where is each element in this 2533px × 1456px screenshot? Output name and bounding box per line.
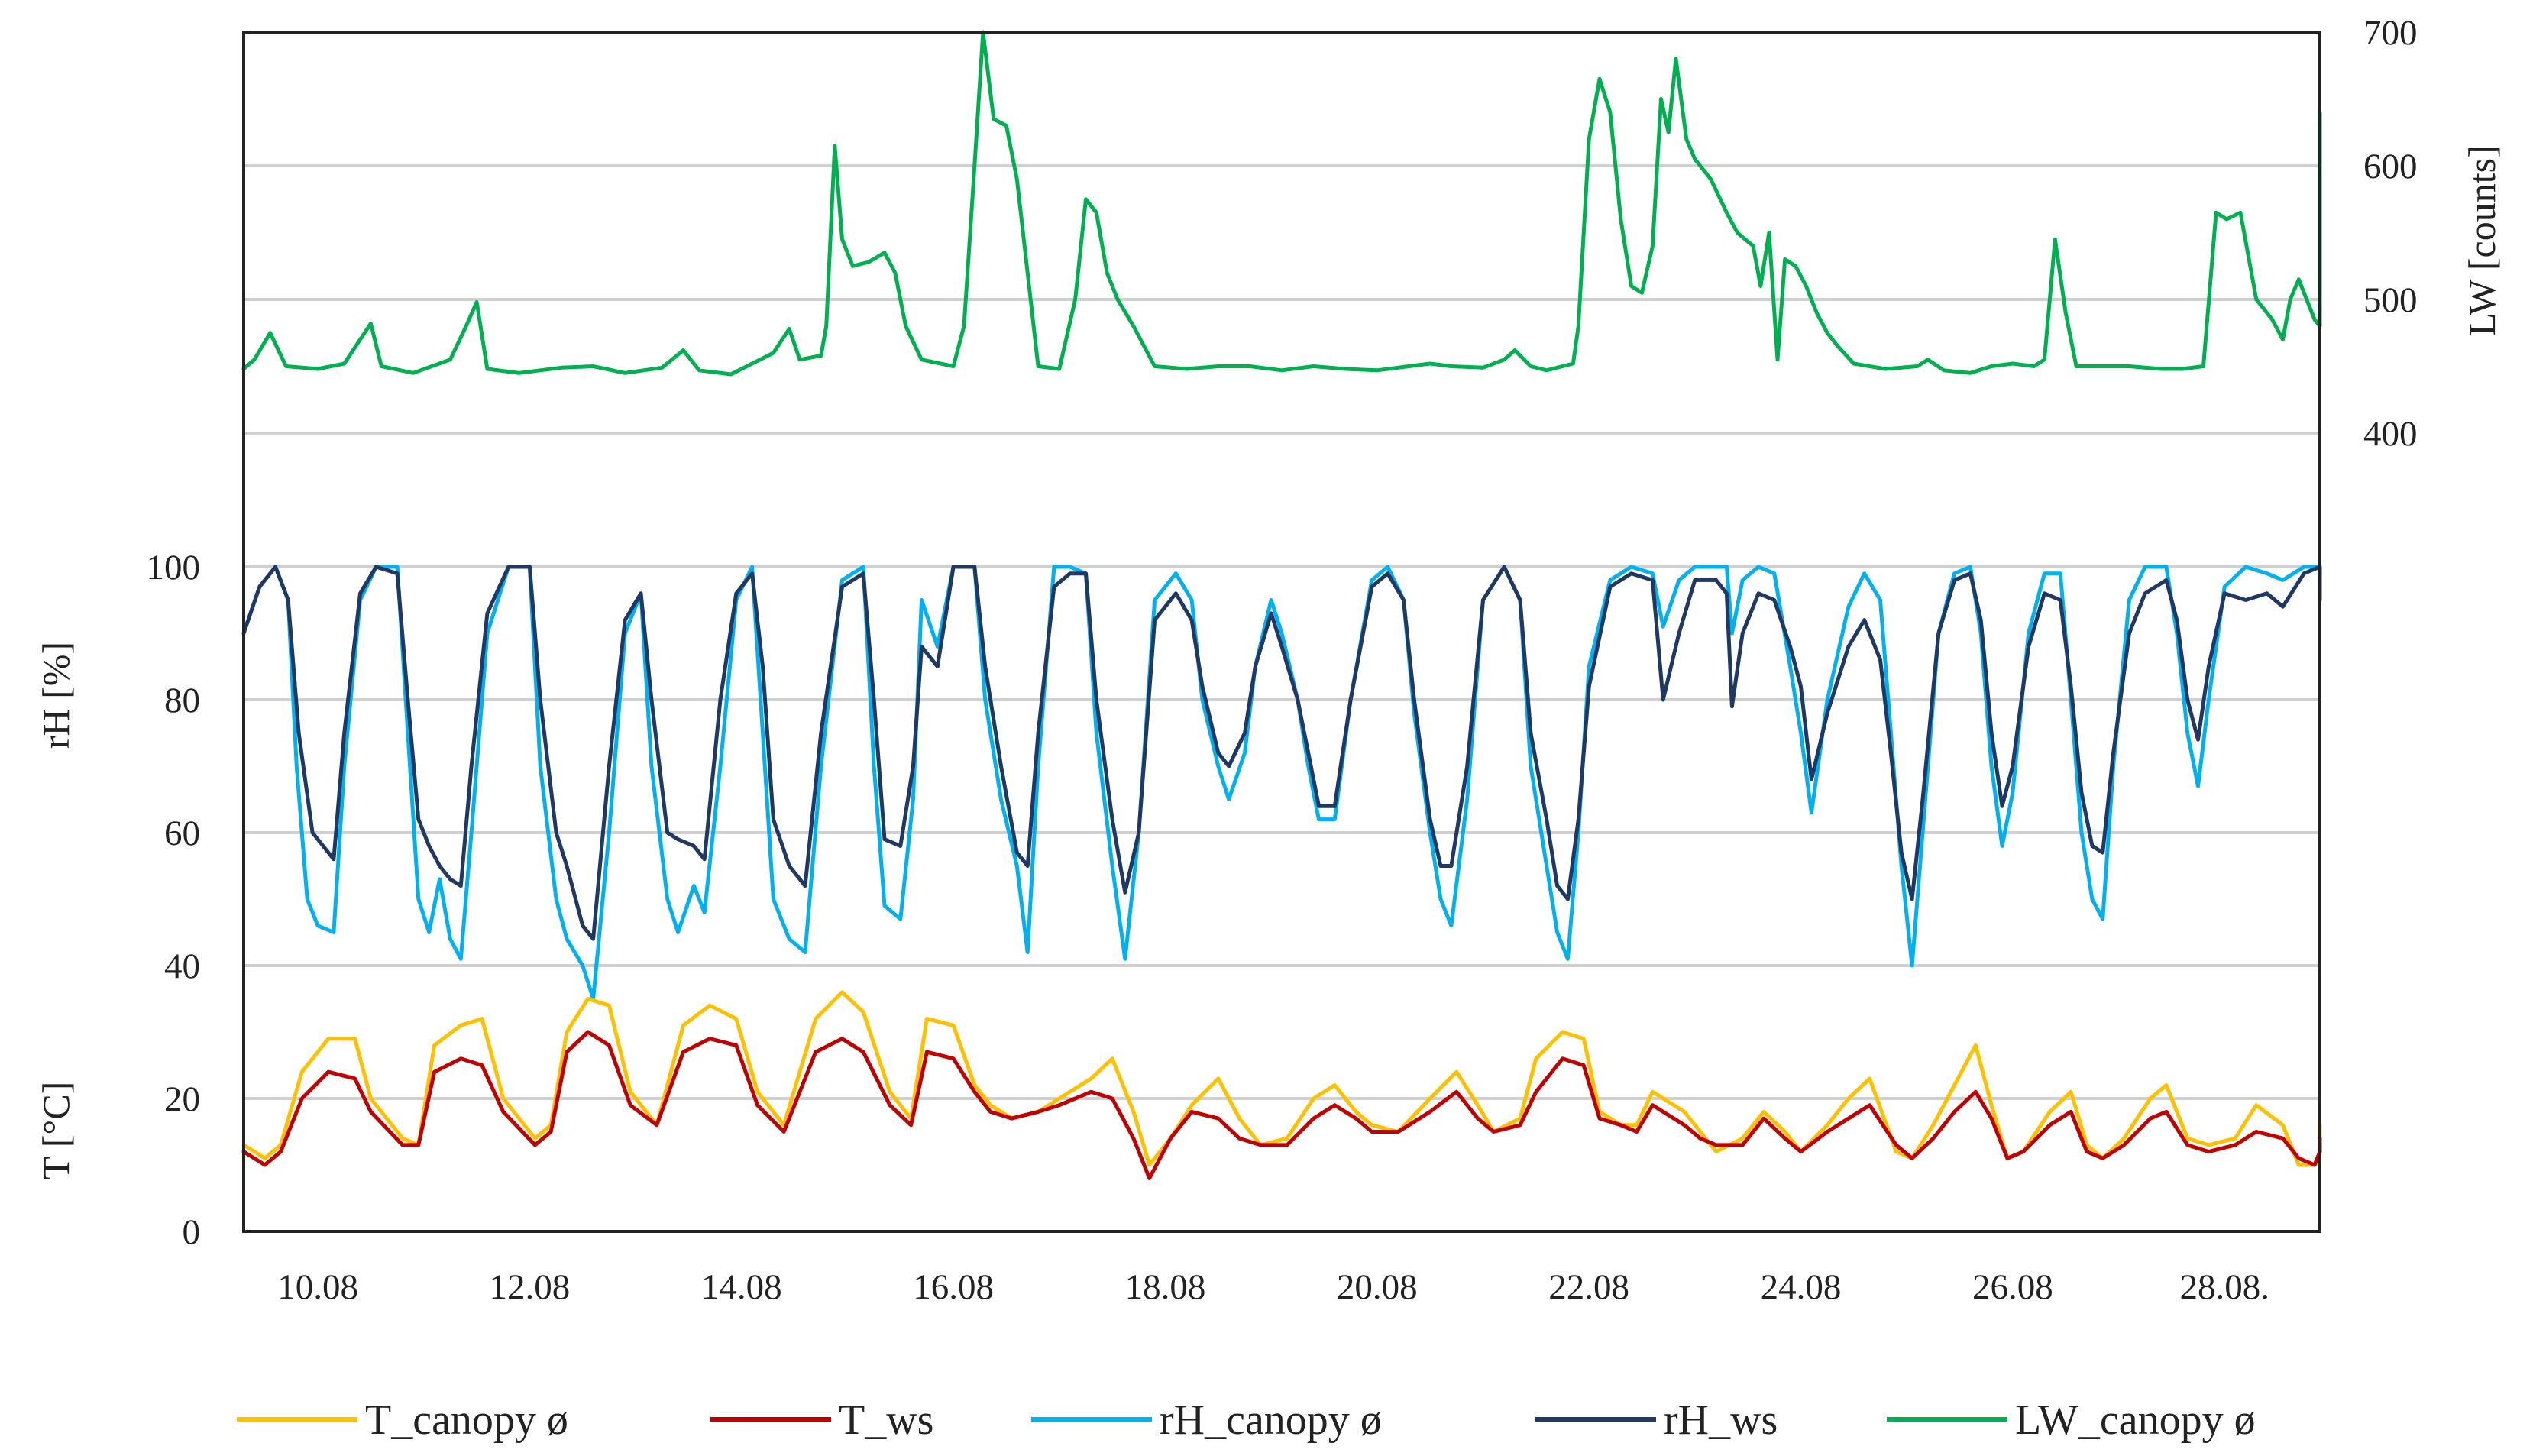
legend-label: rH_canopy ø (1160, 1396, 1382, 1444)
x-axis-ticks: 10.08 12.08 14.08 16.08 18.08 20.08 22.08 24.08… (277, 1267, 2269, 1307)
right-tick-label: 500 (2363, 280, 2418, 320)
left-tick-label: 40 (164, 946, 200, 986)
lw-axis-title: LW [counts] (2460, 145, 2503, 335)
right-axis-ticks: 400 500 600 700 (2363, 13, 2418, 454)
legend-label: LW_canopy ø (2015, 1396, 2256, 1444)
legend-label: T_ws (839, 1396, 933, 1444)
left-tick-label: 60 (164, 814, 200, 853)
left-tick-label: 20 (164, 1079, 200, 1119)
series-line-lw-canopy (241, 30, 2322, 377)
legend: T_canopy ø T_ws rH_canopy ø rH_ws LW_canopy … (237, 1396, 2256, 1444)
x-tick-label: 22.08 (1548, 1267, 1629, 1307)
legend-label: rH_ws (1664, 1396, 1778, 1444)
right-tick-label: 700 (2363, 13, 2418, 53)
series-line-t-ws (241, 1030, 2322, 1180)
left-tick-label: 100 (147, 548, 201, 587)
left-tick-label: 0 (183, 1212, 201, 1252)
left-tick-label: 80 (164, 681, 200, 720)
x-tick-label: 28.08. (2179, 1267, 2269, 1307)
x-tick-label: 12.08 (490, 1267, 571, 1307)
x-tick-label: 14.08 (701, 1267, 782, 1307)
x-tick-label: 10.08 (277, 1267, 358, 1307)
rh-axis-title: rH [%] (34, 642, 77, 749)
x-tick-label: 16.08 (913, 1267, 994, 1307)
right-tick-label: 600 (2363, 147, 2418, 186)
series-line-rh-ws (241, 565, 2322, 941)
right-tick-label: 400 (2363, 414, 2418, 454)
x-tick-label: 20.08 (1337, 1267, 1418, 1307)
x-tick-label: 24.08 (1761, 1267, 1842, 1307)
plot-frame (242, 31, 2321, 1233)
legend-label: T_canopy ø (365, 1396, 568, 1444)
t-axis-title: T [°C] (34, 1082, 77, 1180)
gridlines (244, 31, 2320, 1100)
series-lines (241, 30, 2322, 1180)
left-axis-ticks: 0 20 40 60 80 100 (147, 548, 201, 1252)
series-line-t-canopy (241, 990, 2322, 1167)
x-tick-label: 26.08 (1972, 1267, 2053, 1307)
x-tick-label: 18.08 (1125, 1267, 1206, 1307)
